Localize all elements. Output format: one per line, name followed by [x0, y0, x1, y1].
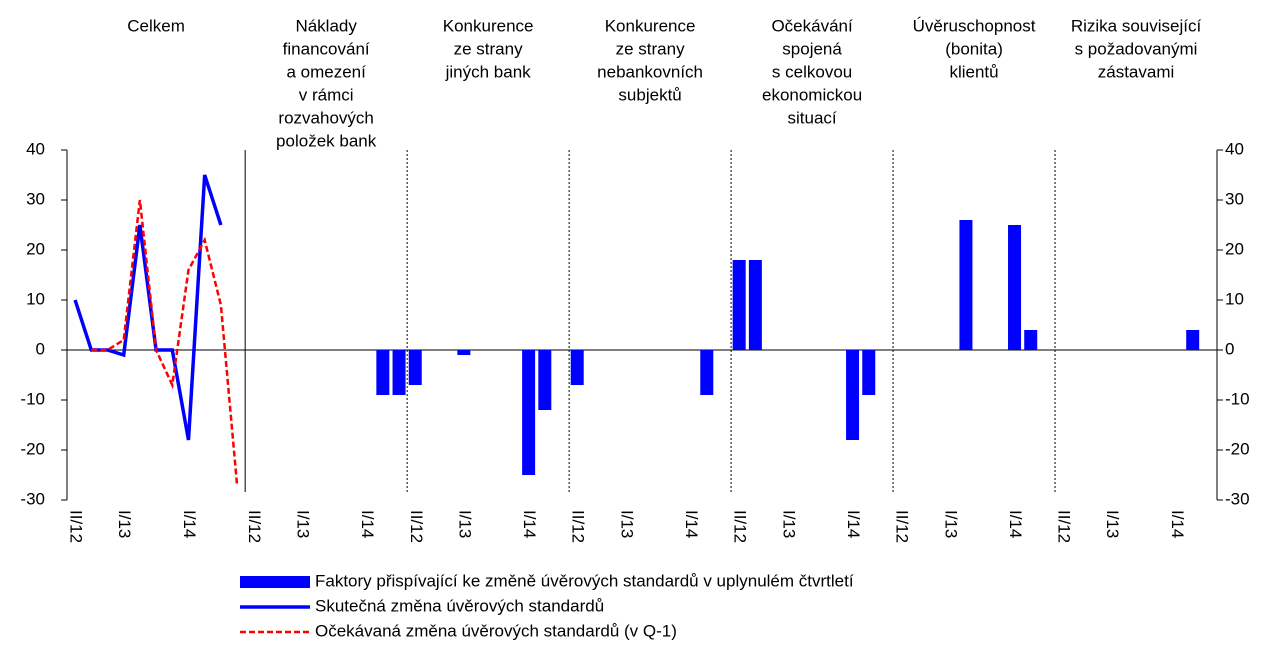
- section-title: ze strany: [454, 39, 523, 58]
- section-title: s celkovou: [772, 62, 852, 81]
- section-title: s požadovanými: [1075, 39, 1198, 58]
- y-tick-label: -20: [20, 439, 45, 458]
- x-tick-label: I/14: [682, 510, 701, 538]
- line: [73, 174, 223, 441]
- y-tick-label: 10: [26, 289, 45, 308]
- x-tick-label: II/12: [1055, 510, 1074, 543]
- bar: [1008, 225, 1022, 350]
- y2-tick-label: -10: [1225, 389, 1250, 408]
- section-title: ekonomickou: [762, 85, 862, 104]
- x-tick-label: II/12: [569, 510, 588, 543]
- x-tick-label: II/12: [407, 510, 426, 543]
- x-tick-label: I/13: [293, 510, 312, 538]
- bar: [392, 350, 406, 395]
- legend-label: Faktory přispívající ke změně úvěrových …: [315, 571, 854, 590]
- y2-tick-label: 40: [1225, 139, 1244, 158]
- bar: [846, 350, 860, 440]
- section-title: subjektů: [618, 85, 681, 104]
- section-title: jiných bank: [445, 62, 532, 81]
- bar: [538, 350, 552, 410]
- section-title: financování: [283, 39, 370, 58]
- x-tick-label: I/13: [779, 510, 798, 538]
- x-tick-label: I/14: [1168, 510, 1187, 538]
- x-tick-label: II/12: [67, 510, 86, 543]
- section-title: situací: [788, 108, 837, 127]
- x-tick-label: I/14: [358, 510, 377, 538]
- x-tick-label: I/14: [1006, 510, 1025, 538]
- section-title: Očekávání: [771, 16, 853, 35]
- x-tick-label: I/13: [115, 510, 134, 538]
- line: [91, 199, 239, 486]
- y-tick-label: -30: [20, 489, 45, 508]
- y2-tick-label: 30: [1225, 189, 1244, 208]
- x-tick-label: I/13: [941, 510, 960, 538]
- bar: [376, 350, 390, 395]
- x-tick-label: I/14: [180, 510, 199, 538]
- bar: [732, 260, 746, 350]
- legend-label: Skutečná změna úvěrových standardů: [315, 596, 604, 615]
- bar: [748, 260, 762, 350]
- bar: [408, 350, 422, 385]
- legend-label: Očekávaná změna úvěrových standardů (v Q…: [315, 621, 677, 640]
- legend-swatch: [240, 576, 310, 588]
- section-title: Náklady: [295, 16, 357, 35]
- y-tick-label: 40: [26, 139, 45, 158]
- x-tick-label: I/13: [1103, 510, 1122, 538]
- y2-tick-label: 20: [1225, 239, 1244, 258]
- bar: [522, 350, 536, 475]
- section-title: zástavami: [1098, 62, 1175, 81]
- y2-tick-label: -30: [1225, 489, 1250, 508]
- section-title: ze strany: [616, 39, 685, 58]
- section-title: spojená: [782, 39, 842, 58]
- section-title: nebankovních: [597, 62, 703, 81]
- bar: [1186, 330, 1200, 350]
- y-tick-label: 20: [26, 239, 45, 258]
- section-title: (bonita): [945, 39, 1003, 58]
- x-tick-label: I/13: [455, 510, 474, 538]
- section-title: Konkurence: [605, 16, 696, 35]
- y2-tick-label: -20: [1225, 439, 1250, 458]
- section-title: v rámci: [299, 85, 354, 104]
- section-title: Konkurence: [443, 16, 534, 35]
- y-tick-label: 0: [36, 339, 45, 358]
- x-tick-label: II/12: [245, 510, 264, 543]
- x-tick-label: I/14: [520, 510, 539, 538]
- x-tick-label: I/14: [844, 510, 863, 538]
- x-tick-label: II/12: [893, 510, 912, 543]
- bar: [1024, 330, 1038, 350]
- x-tick-label: II/12: [731, 510, 750, 543]
- section-title: Celkem: [127, 16, 185, 35]
- y-tick-label: -10: [20, 389, 45, 408]
- x-tick-label: I/13: [617, 510, 636, 538]
- section-title: a omezení: [286, 62, 366, 81]
- section-title: klientů: [949, 62, 998, 81]
- section-title: rozvahových: [278, 108, 373, 127]
- y2-tick-label: 0: [1225, 339, 1234, 358]
- bar: [700, 350, 714, 395]
- bar: [862, 350, 876, 395]
- bar: [570, 350, 584, 385]
- section-title: Úvěruschopnost: [913, 16, 1036, 35]
- bar: [457, 350, 471, 355]
- section-title: Rizika související: [1071, 16, 1202, 35]
- bar: [959, 220, 973, 350]
- section-title: položek bank: [276, 131, 377, 150]
- y2-tick-label: 10: [1225, 289, 1244, 308]
- y-tick-label: 30: [26, 189, 45, 208]
